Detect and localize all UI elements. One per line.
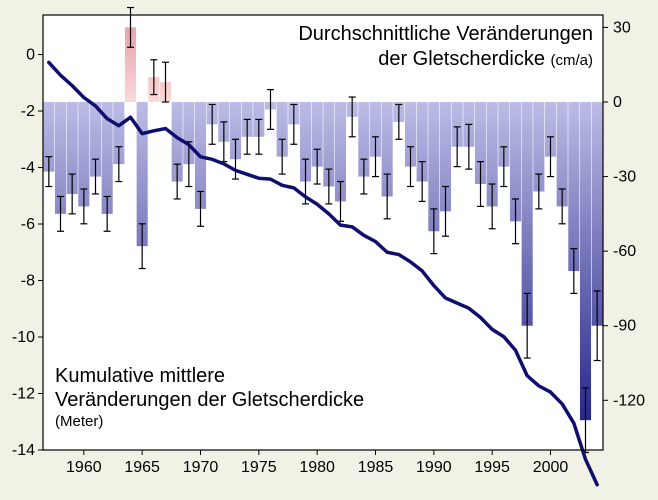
y-left-tick-label: -6 [21, 216, 35, 233]
y-left-tick-label: -4 [21, 160, 35, 177]
title-bottom-line1: Kumulative mittlere [55, 365, 225, 387]
x-tick-label: 1960 [66, 459, 102, 476]
x-tick-label: 1990 [416, 459, 452, 476]
y-left-tick-label: -12 [12, 386, 35, 403]
y-right-tick-label: 30 [613, 19, 631, 36]
y-right-tick-label: -60 [613, 243, 636, 260]
y-left-tick-label: -2 [21, 103, 35, 120]
bar [522, 102, 533, 326]
bar [568, 102, 579, 271]
x-tick-label: 1980 [299, 459, 335, 476]
title-bottom-unit: (Meter) [55, 413, 103, 430]
x-tick-label: 1965 [124, 459, 160, 476]
title-top-line1: Durchschnittliche Veränderungen [298, 23, 593, 45]
title-top-line2: der Gletscherdicke (cm/a) [378, 48, 593, 70]
x-tick-label: 2000 [533, 459, 569, 476]
bar [580, 102, 591, 420]
y-right-tick-label: -120 [613, 392, 645, 409]
y-right-tick-label: 0 [613, 94, 622, 111]
y-left-tick-label: -8 [21, 273, 35, 290]
title-bottom-line2: Veränderungen der Gletscherdicke [55, 389, 364, 411]
x-tick-label: 1995 [474, 459, 510, 476]
x-tick-label: 1970 [183, 459, 219, 476]
y-left-tick-label: -14 [12, 442, 35, 459]
x-tick-label: 1975 [241, 459, 277, 476]
y-left-tick-label: -10 [12, 329, 35, 346]
y-right-tick-label: -90 [613, 318, 636, 335]
glacier-chart: 1960 1965 1970 1975 1980 1985 1990 1995 2000 30 0 -… [0, 0, 658, 500]
x-tick-label: 1985 [358, 459, 394, 476]
y-right-tick-label: -30 [613, 169, 636, 186]
y-left-tick-label: 0 [26, 47, 35, 64]
